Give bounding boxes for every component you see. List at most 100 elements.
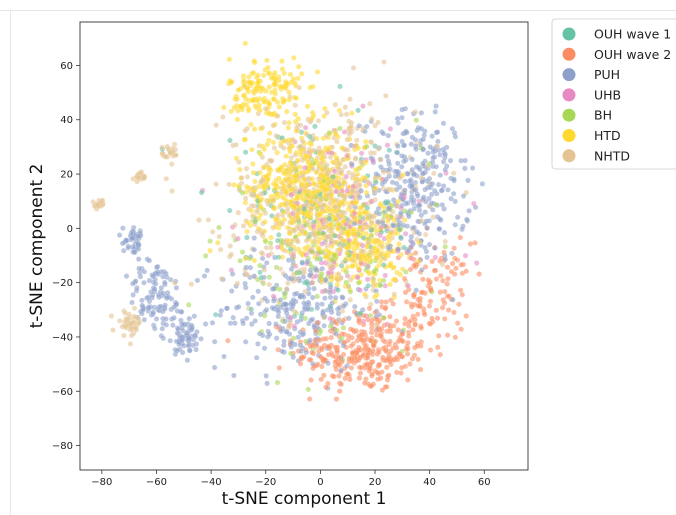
scatter-point (282, 301, 289, 308)
scatter-point (310, 147, 317, 154)
scatter-point (435, 332, 442, 339)
scatter-point (401, 244, 407, 251)
scatter-point (334, 281, 341, 288)
scatter-point (158, 268, 165, 275)
scatter-point (438, 187, 445, 194)
scatter-point (365, 269, 372, 275)
scatter-point (259, 332, 266, 339)
scatter-point (332, 183, 339, 190)
x-axis-ticks: −80 −60 −40 −20 0 20 40 60 (91, 470, 491, 488)
scatter-point (444, 264, 451, 271)
scatter-point (287, 350, 294, 357)
scatter-point (330, 174, 336, 180)
scatter-point (358, 364, 365, 371)
scatter-point (411, 293, 417, 300)
scatter-point (405, 333, 412, 339)
scatter-point (276, 104, 283, 110)
scatter-point (371, 294, 378, 300)
scatter-point (157, 303, 164, 310)
scatter-point (395, 246, 401, 253)
scatter-point (238, 180, 245, 187)
scatter-point (407, 266, 414, 273)
scatter-point (331, 373, 337, 380)
scatter-point (349, 161, 355, 167)
scatter-point (346, 243, 352, 249)
scatter-point (421, 311, 428, 318)
scatter-point (393, 344, 400, 351)
scatter-point (342, 375, 349, 382)
scatter-point (242, 136, 248, 143)
scatter-point (372, 197, 379, 203)
scatter-point (314, 69, 321, 75)
scatter-point (379, 387, 386, 393)
scatter-point (96, 197, 102, 204)
scatter-point (310, 224, 317, 230)
scatter-point (390, 277, 397, 283)
scatter-point (304, 182, 311, 188)
scatter-point (280, 209, 287, 215)
scatter-point (213, 122, 219, 128)
scatter-point (121, 318, 128, 325)
scatter-point (125, 245, 131, 251)
scatter-point (463, 216, 470, 223)
scatter-point (416, 239, 422, 246)
scatter-point (355, 279, 362, 286)
notebook-frame-top (0, 10, 676, 11)
scatter-point (326, 289, 333, 296)
scatter-point (285, 275, 292, 282)
scatter-point (426, 217, 433, 224)
scatter-point (293, 277, 300, 283)
scatter-point (406, 178, 413, 184)
scatter-point (194, 277, 201, 284)
scatter-point (291, 227, 297, 234)
scatter-point (388, 361, 394, 368)
scatter-point (316, 245, 323, 252)
scatter-point (343, 111, 350, 117)
scatter-point (307, 337, 313, 344)
scatter-point (159, 308, 166, 315)
scatter-point (160, 273, 166, 280)
scatter-point (301, 206, 307, 212)
scatter-point (257, 107, 264, 113)
scatter-point (336, 373, 342, 379)
scatter-point (425, 150, 431, 156)
scatter-point (437, 289, 444, 295)
scatter-point (453, 265, 459, 272)
scatter-point (153, 264, 160, 271)
scatter-point (405, 282, 412, 289)
scatter-point (141, 279, 147, 286)
scatter-point (116, 232, 123, 238)
scatter-point (381, 59, 387, 65)
scatter-point (405, 247, 412, 254)
scatter-point (441, 288, 448, 295)
scatter-point (330, 198, 337, 204)
scatter-point (297, 342, 304, 349)
scatter-point (296, 84, 303, 91)
scatter-point (302, 188, 309, 194)
scatter-point (351, 210, 358, 217)
scatter-point (295, 75, 301, 82)
scatter-point (380, 262, 387, 268)
scatter-point (297, 148, 304, 155)
scatter-point (312, 157, 319, 164)
scatter-point (185, 302, 192, 308)
scatter-point (284, 171, 291, 177)
scatter-point (237, 257, 243, 264)
scatter-point (311, 285, 317, 292)
scatter-point (437, 272, 444, 279)
scatter-point (193, 346, 199, 353)
scatter-point (309, 176, 316, 182)
scatter-point (248, 146, 255, 153)
scatter-point (351, 220, 358, 227)
scatter-point (413, 287, 420, 294)
scatter-point (295, 206, 302, 213)
scatter-point (236, 159, 242, 165)
scatter-point (265, 328, 272, 335)
scatter-point (319, 288, 326, 295)
scatter-point (473, 260, 480, 266)
scatter-point (329, 300, 336, 306)
scatter-point (274, 244, 281, 250)
scatter-point (258, 274, 265, 281)
scatter-point (364, 215, 371, 222)
scatter-point (352, 200, 359, 206)
